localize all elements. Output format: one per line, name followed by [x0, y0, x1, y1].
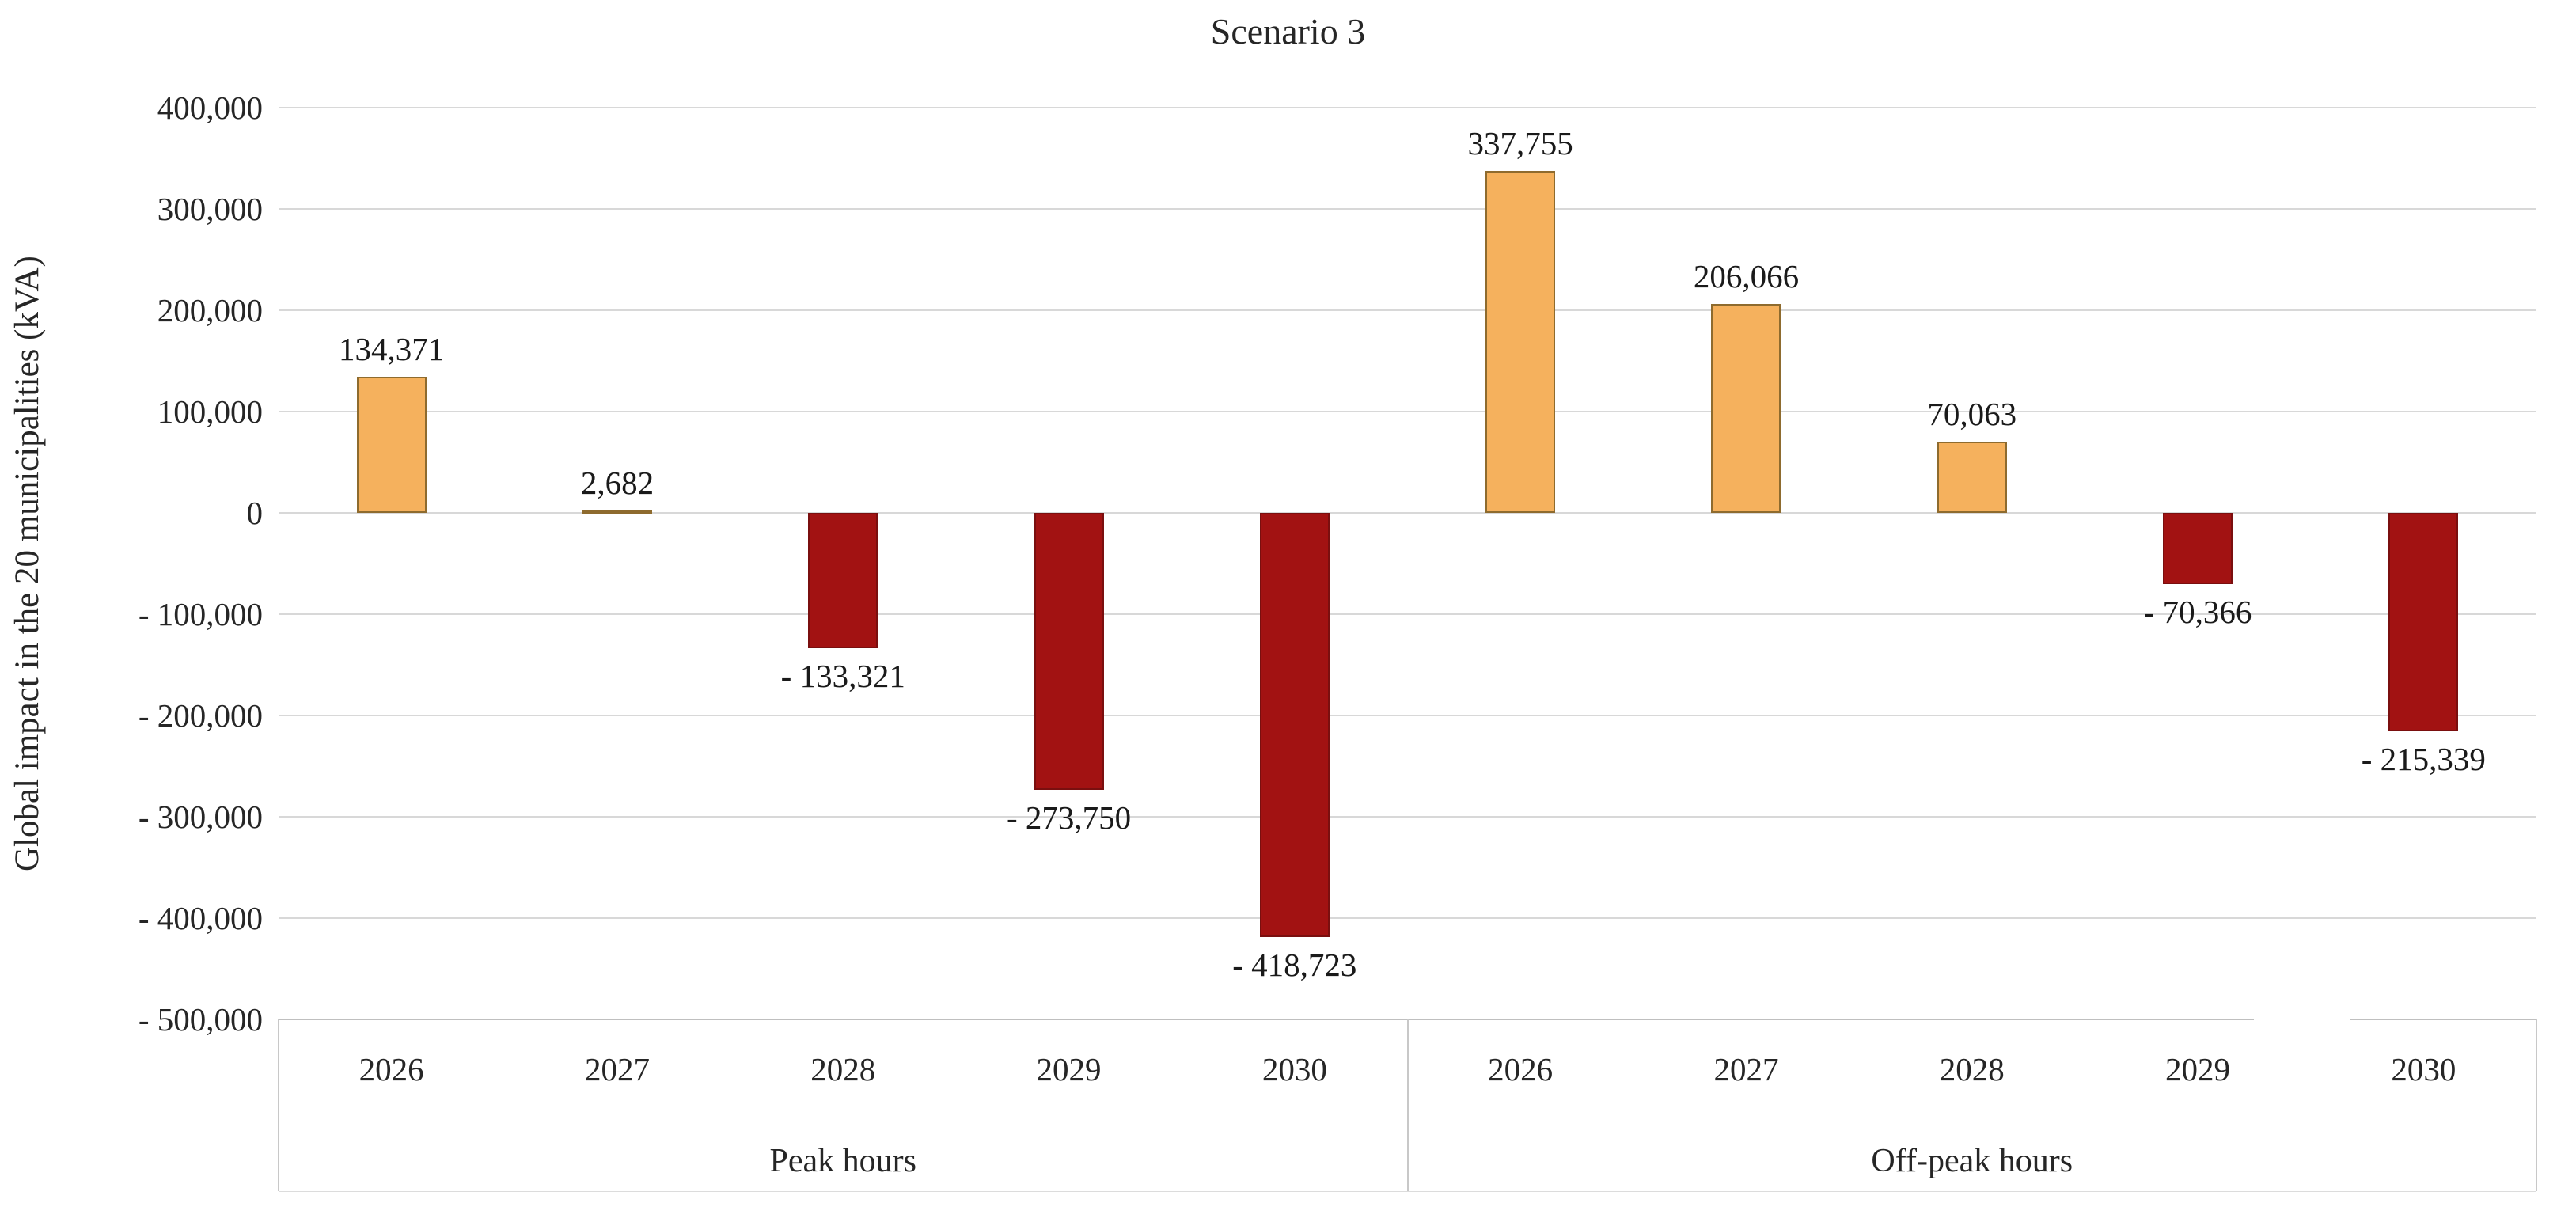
- x-axis-year-label: 2029: [1036, 1051, 1102, 1087]
- gridline: [279, 107, 2536, 108]
- axis-tier-separator: [2536, 1019, 2537, 1191]
- gridline: [279, 512, 2536, 514]
- y-axis-tick-label: 300,000: [157, 191, 263, 227]
- chart-title: Scenario 3: [1210, 11, 1366, 51]
- bar-value-label: - 133,321: [780, 657, 905, 694]
- bar-peak-hours-2029: [1034, 513, 1104, 791]
- white-artifact-patch: [2254, 1011, 2350, 1042]
- axis-tier-separator: [1406, 1019, 1409, 1191]
- bar-value-label: - 70,366: [2143, 594, 2252, 631]
- x-axis-group-label: Peak hours: [769, 1143, 916, 1179]
- gridline: [279, 309, 2536, 311]
- y-axis-tick-label: - 300,000: [138, 799, 263, 835]
- bar-value-label: 206,066: [1693, 258, 1800, 295]
- bar-peak-hours-2026: [356, 377, 427, 513]
- y-axis-tick-label: - 100,000: [138, 596, 263, 632]
- bar-off-peak-hours-2030: [2388, 513, 2459, 731]
- x-axis-year-label: 2028: [1939, 1051, 2005, 1087]
- y-axis-tick-label: - 400,000: [138, 900, 263, 936]
- bar-off-peak-hours-2026: [1485, 170, 1556, 513]
- x-axis-year-label: 2026: [1488, 1051, 1554, 1087]
- bar-off-peak-hours-2029: [2163, 513, 2233, 585]
- gridline: [279, 411, 2536, 412]
- gridline: [279, 816, 2536, 818]
- x-axis-year-label: 2030: [2391, 1051, 2456, 1087]
- bar-value-label: 337,755: [1467, 124, 1573, 161]
- axis-tier-bottom-line: [279, 1191, 2536, 1192]
- bar-off-peak-hours-2027: [1711, 304, 1781, 513]
- gridline: [279, 715, 2536, 716]
- gridline: [279, 208, 2536, 210]
- bar-peak-hours-2027: [582, 510, 652, 514]
- x-axis-year-label: 2027: [1713, 1051, 1779, 1087]
- bar-value-label: - 273,750: [1006, 799, 1132, 837]
- axis-tier-separator: [278, 1019, 279, 1191]
- gridline: [279, 917, 2536, 919]
- bar-peak-hours-2030: [1259, 513, 1330, 937]
- x-axis-year-label: 2030: [1261, 1051, 1327, 1087]
- bar-off-peak-hours-2028: [1937, 442, 2007, 513]
- x-axis-year-label: 2027: [584, 1051, 650, 1087]
- bar-value-label: 2,682: [580, 464, 654, 501]
- x-axis-year-label: 2026: [359, 1051, 424, 1087]
- bar-peak-hours-2028: [808, 513, 878, 648]
- y-axis-tick-label: - 500,000: [138, 1001, 263, 1038]
- bar-value-label: 134,371: [339, 331, 445, 367]
- y-axis-tick-label: 400,000: [157, 89, 263, 126]
- bar-value-label: - 215,339: [2361, 740, 2486, 777]
- y-axis-tick-label: - 200,000: [138, 697, 263, 734]
- bar-value-label: 70,063: [1927, 396, 2017, 433]
- y-axis-tick-label: 0: [246, 495, 264, 531]
- y-axis-tick-label: 100,000: [157, 393, 263, 430]
- x-axis-year-label: 2029: [2165, 1051, 2231, 1087]
- gridline: [279, 613, 2536, 615]
- y-axis-tick-label: 200,000: [157, 292, 263, 328]
- x-axis-group-label: Off-peak hours: [1871, 1143, 2073, 1179]
- x-axis-year-label: 2028: [810, 1051, 876, 1087]
- bar-value-label: - 418,723: [1232, 946, 1357, 983]
